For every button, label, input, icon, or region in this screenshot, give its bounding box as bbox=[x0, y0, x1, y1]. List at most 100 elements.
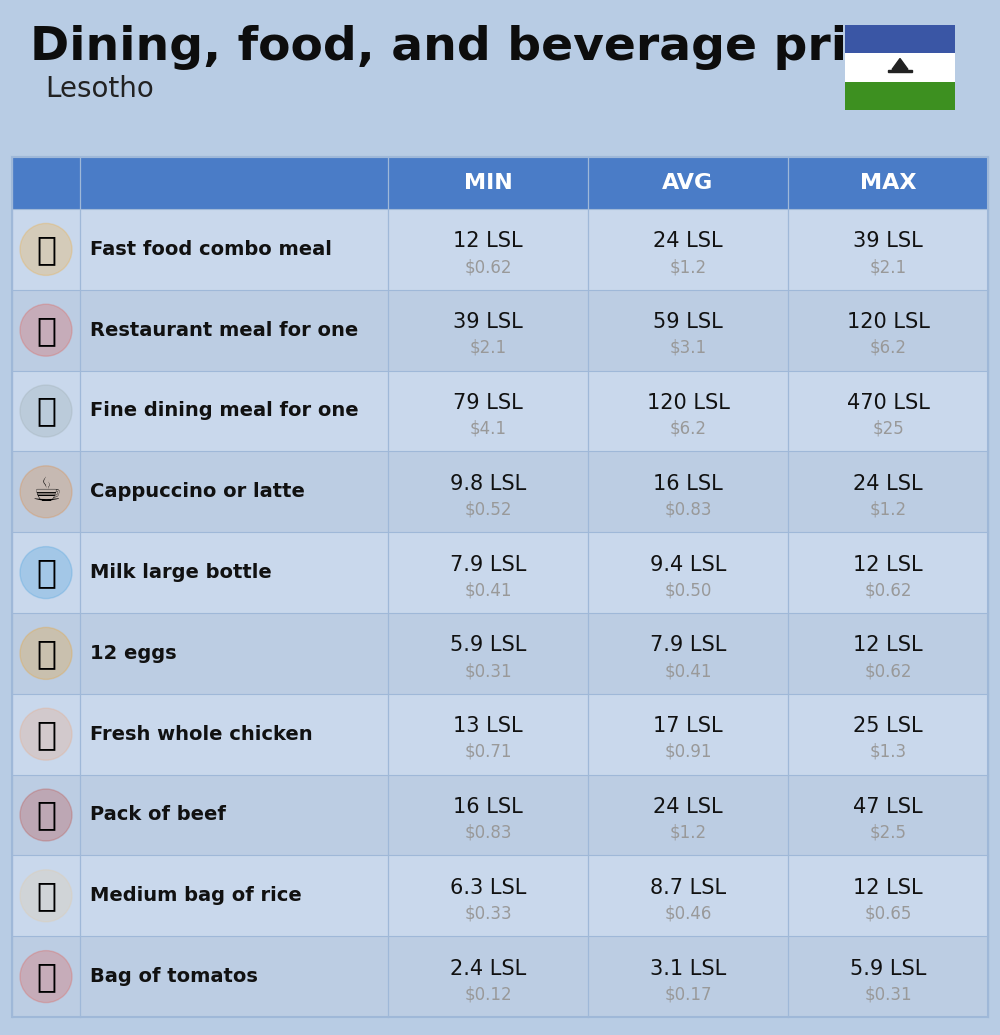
Text: 12 LSL: 12 LSL bbox=[453, 231, 523, 252]
Text: 120 LSL: 120 LSL bbox=[847, 313, 929, 332]
Text: 7.9 LSL: 7.9 LSL bbox=[450, 555, 526, 574]
Bar bbox=[12, 157, 988, 1017]
Text: 16 LSL: 16 LSL bbox=[653, 474, 723, 494]
Circle shape bbox=[20, 869, 72, 922]
Text: $1.2: $1.2 bbox=[869, 501, 907, 519]
Text: ☕: ☕ bbox=[31, 475, 61, 508]
Text: 3.1 LSL: 3.1 LSL bbox=[650, 958, 726, 978]
Bar bbox=[12, 613, 988, 693]
Text: 2.4 LSL: 2.4 LSL bbox=[450, 958, 526, 978]
Text: 5.9 LSL: 5.9 LSL bbox=[850, 958, 926, 978]
Text: 12 LSL: 12 LSL bbox=[853, 878, 923, 897]
Text: $6.2: $6.2 bbox=[670, 420, 706, 438]
Bar bbox=[12, 157, 988, 209]
Text: 🥩: 🥩 bbox=[36, 798, 56, 831]
Text: 470 LSL: 470 LSL bbox=[847, 393, 929, 413]
Circle shape bbox=[20, 224, 72, 275]
Text: Lesotho: Lesotho bbox=[45, 75, 154, 104]
Text: Restaurant meal for one: Restaurant meal for one bbox=[90, 321, 358, 339]
Text: $0.71: $0.71 bbox=[464, 743, 512, 761]
Bar bbox=[12, 693, 988, 774]
Text: 13 LSL: 13 LSL bbox=[453, 716, 523, 736]
Text: 5.9 LSL: 5.9 LSL bbox=[450, 635, 526, 655]
Text: $0.31: $0.31 bbox=[864, 985, 912, 1003]
Text: Bag of tomatos: Bag of tomatos bbox=[90, 967, 258, 986]
Text: $0.33: $0.33 bbox=[464, 905, 512, 922]
Text: $25: $25 bbox=[872, 420, 904, 438]
Text: 24 LSL: 24 LSL bbox=[653, 231, 723, 252]
Bar bbox=[845, 25, 955, 54]
Text: 🍽: 🍽 bbox=[36, 394, 56, 427]
Text: $0.17: $0.17 bbox=[664, 985, 712, 1003]
Text: Fine dining meal for one: Fine dining meal for one bbox=[90, 402, 359, 420]
Text: 🍔: 🍔 bbox=[36, 233, 56, 266]
Text: 24 LSL: 24 LSL bbox=[653, 797, 723, 817]
Circle shape bbox=[20, 466, 72, 518]
Text: $0.91: $0.91 bbox=[664, 743, 712, 761]
Text: 🍳: 🍳 bbox=[36, 314, 56, 347]
Text: $0.83: $0.83 bbox=[664, 501, 712, 519]
Text: $0.12: $0.12 bbox=[464, 985, 512, 1003]
Bar bbox=[12, 855, 988, 937]
Text: $2.1: $2.1 bbox=[469, 339, 507, 357]
Text: Milk large bottle: Milk large bottle bbox=[90, 563, 272, 582]
Bar bbox=[845, 82, 955, 110]
Text: Cappuccino or latte: Cappuccino or latte bbox=[90, 482, 305, 501]
Text: 9.4 LSL: 9.4 LSL bbox=[650, 555, 726, 574]
Text: $2.1: $2.1 bbox=[869, 258, 907, 276]
Bar bbox=[12, 937, 988, 1017]
Bar bbox=[12, 290, 988, 371]
Text: 79 LSL: 79 LSL bbox=[453, 393, 523, 413]
Text: $0.31: $0.31 bbox=[464, 662, 512, 680]
Text: $0.62: $0.62 bbox=[464, 258, 512, 276]
Text: AVG: AVG bbox=[662, 173, 714, 193]
Text: $1.2: $1.2 bbox=[669, 258, 707, 276]
Bar bbox=[12, 209, 988, 290]
Text: 16 LSL: 16 LSL bbox=[453, 797, 523, 817]
Text: 🍅: 🍅 bbox=[36, 960, 56, 994]
Text: 🐔: 🐔 bbox=[36, 717, 56, 750]
Text: $0.46: $0.46 bbox=[664, 905, 712, 922]
Bar bbox=[0, 0, 1000, 155]
Text: $0.65: $0.65 bbox=[864, 905, 912, 922]
Text: $1.3: $1.3 bbox=[869, 743, 907, 761]
Text: $0.50: $0.50 bbox=[664, 582, 712, 599]
Circle shape bbox=[20, 304, 72, 356]
Text: 24 LSL: 24 LSL bbox=[853, 474, 923, 494]
Circle shape bbox=[20, 950, 72, 1003]
Bar bbox=[12, 774, 988, 855]
Text: 12 LSL: 12 LSL bbox=[853, 555, 923, 574]
Text: MAX: MAX bbox=[860, 173, 916, 193]
Text: $0.62: $0.62 bbox=[864, 582, 912, 599]
Text: $0.41: $0.41 bbox=[464, 582, 512, 599]
Text: 🥚: 🥚 bbox=[36, 637, 56, 670]
Text: 7.9 LSL: 7.9 LSL bbox=[650, 635, 726, 655]
Text: $1.2: $1.2 bbox=[669, 824, 707, 841]
Text: 🥛: 🥛 bbox=[36, 556, 56, 589]
Bar bbox=[845, 54, 955, 82]
Circle shape bbox=[20, 385, 72, 437]
Text: $0.83: $0.83 bbox=[464, 824, 512, 841]
Text: 🌾: 🌾 bbox=[36, 880, 56, 912]
Text: Fast food combo meal: Fast food combo meal bbox=[90, 240, 332, 259]
Polygon shape bbox=[888, 69, 912, 71]
Text: Medium bag of rice: Medium bag of rice bbox=[90, 886, 302, 906]
Text: 59 LSL: 59 LSL bbox=[653, 313, 723, 332]
Text: 8.7 LSL: 8.7 LSL bbox=[650, 878, 726, 897]
Circle shape bbox=[20, 627, 72, 679]
Bar bbox=[12, 371, 988, 451]
Text: 47 LSL: 47 LSL bbox=[853, 797, 923, 817]
Text: 12 LSL: 12 LSL bbox=[853, 635, 923, 655]
Text: $6.2: $6.2 bbox=[870, 339, 906, 357]
Text: Pack of beef: Pack of beef bbox=[90, 805, 226, 825]
Text: $0.62: $0.62 bbox=[864, 662, 912, 680]
Text: $3.1: $3.1 bbox=[669, 339, 707, 357]
Text: 120 LSL: 120 LSL bbox=[647, 393, 729, 413]
Text: 39 LSL: 39 LSL bbox=[853, 231, 923, 252]
Text: $4.1: $4.1 bbox=[470, 420, 507, 438]
Text: 39 LSL: 39 LSL bbox=[453, 313, 523, 332]
Text: 𓃓: 𓃓 bbox=[897, 62, 903, 72]
Bar bbox=[12, 532, 988, 613]
Text: Fresh whole chicken: Fresh whole chicken bbox=[90, 724, 313, 744]
Circle shape bbox=[20, 789, 72, 841]
